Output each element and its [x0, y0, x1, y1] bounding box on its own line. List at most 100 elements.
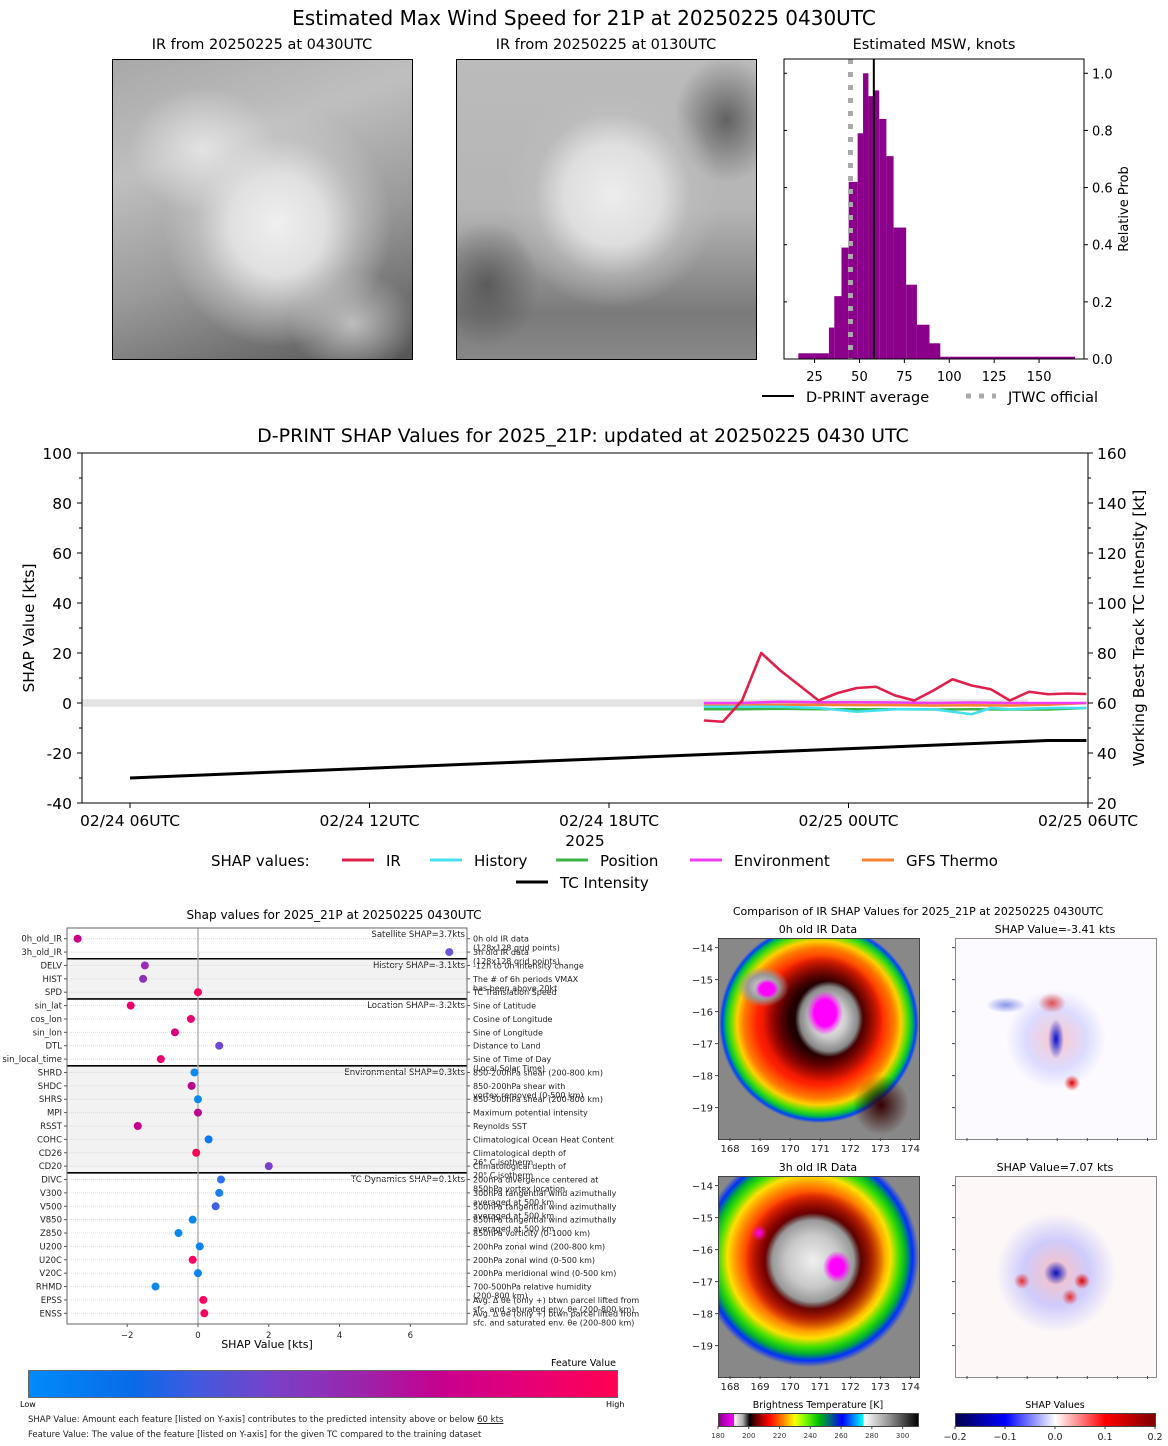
feature-description: The # of 6h periods VMAX: [472, 975, 579, 984]
legend-label-ir: IR: [386, 852, 401, 870]
feature-name: sin_local_time: [2, 1055, 62, 1065]
lon-tick-label: 174: [901, 1144, 920, 1155]
series-line-history: [703, 705, 1087, 716]
histogram-xtick-label: 125: [982, 370, 1007, 385]
feature-description: Sine of Longitude: [473, 1028, 543, 1037]
lat-tick-label: −17: [692, 1040, 713, 1051]
feature-value-colorbar: [28, 1370, 618, 1398]
feature-shap-dot: [215, 1041, 224, 1050]
timeseries-xlabel: 2025: [565, 832, 604, 850]
timeseries-ytick-label: 100: [42, 445, 72, 463]
feature-name: sin_lat: [35, 1002, 63, 1012]
feature-shap-dot: [445, 948, 454, 957]
feature-description: TC Translation Speed: [472, 988, 557, 997]
feature-shap-dot: [133, 1122, 142, 1130]
feature-description: averaged at 500 km: [473, 1198, 554, 1207]
histogram-xtick-label: 75: [896, 370, 913, 385]
lon-tick-label: 169: [751, 1144, 770, 1155]
histogram-bar: [848, 181, 858, 359]
series-line-tc-intensity: [129, 739, 1087, 780]
histogram-bar: [886, 156, 894, 359]
histogram-bar: [916, 324, 930, 359]
group-background: [67, 928, 467, 959]
msw-histogram: 25 50 75 100 125 150 0.0 0.2 0.4 0.6 0.8 1.0 Relativ…: [762, 58, 1132, 406]
timeseries-right-ylabel: Working Best Track TC Intensity [kt]: [1130, 490, 1148, 767]
feature-name: V20C: [39, 1269, 62, 1279]
bt-colorbar-tick-label: 180: [711, 1432, 724, 1440]
feature-name: DTL: [46, 1042, 63, 1052]
shap-colorbar-tick-label: −0.2: [943, 1432, 966, 1443]
histogram-xtick-label: 150: [1027, 370, 1052, 385]
feature-description: (Local Solar Time): [473, 1064, 545, 1073]
feature-description: 200hPa zonal wind (200-800 km): [473, 1242, 605, 1251]
feature-description: (128x128 grid points): [473, 957, 560, 966]
dots-xtick-label: −2: [121, 1331, 134, 1341]
feature-name: U200: [40, 1242, 62, 1252]
feature-name: 0h_old_IR: [21, 935, 62, 945]
dots-frame: [66, 927, 468, 1325]
timeseries-ylabel: SHAP Value [kts]: [20, 563, 38, 692]
lat-tick-label: −14: [692, 944, 713, 955]
feature-description: vortex removed (0-500 km): [473, 1091, 584, 1100]
lat-tick-label: −14: [692, 1182, 713, 1193]
histogram-bar: [893, 227, 907, 359]
feature-description: 26° C isotherm: [473, 1158, 533, 1167]
lon-tick-label: 170: [781, 1144, 800, 1155]
feature-description: Maximum potential intensity: [473, 1109, 588, 1118]
feature-description: 850-200hPa shear (200-800 km): [473, 1068, 603, 1077]
shap-colorbar-tick-label: 0.2: [1147, 1432, 1162, 1443]
histogram-ytick-label: 0.0: [1092, 353, 1113, 368]
comparison-title: Comparison of IR SHAP Values for 2025_21…: [732, 905, 1104, 918]
lon-tick-label: 168: [720, 1144, 739, 1155]
lat-tick-label: −15: [692, 1214, 713, 1225]
shap-3h-image: [955, 1176, 1157, 1378]
feature-description: -12h to 0h Intensity change: [473, 961, 584, 970]
ir-0h-title: 0h old IR Data: [778, 923, 858, 936]
footnote-feature-value: Feature Value: The value of the feature …: [28, 1430, 482, 1440]
legend-title: SHAP values:: [211, 852, 310, 870]
ir-3h-image: [718, 1176, 920, 1378]
histogram-bar: [929, 343, 941, 359]
ir-panel-2-title: IR from 20250225 at 0130UTC: [495, 37, 717, 53]
zero-band: [82, 699, 1028, 707]
footnote-60kts-link[interactable]: 60 kts: [477, 1415, 504, 1425]
feature-shap-dot: [204, 1135, 213, 1144]
lat-tick-label: −15: [692, 976, 713, 987]
bt-colorbar-tick-label: 280: [865, 1432, 878, 1440]
histogram-bar: [857, 133, 864, 359]
group-label: Satellite SHAP=3.7kts: [371, 930, 465, 940]
histogram-bar: [906, 284, 917, 359]
feature-description: 500hPa tangential wind azimuthally: [473, 1202, 617, 1211]
shap-values-colorbar: [955, 1413, 1156, 1427]
feature-description: 200hPa divergence centered at: [473, 1176, 598, 1185]
feature-description: 200hPa zonal wind (0-500 km): [473, 1256, 595, 1265]
bt-colorbar-tick-label: 220: [773, 1432, 786, 1440]
feature-name: RHMD: [36, 1283, 63, 1293]
feature-description: 850hPa vorticity (0-1000 km): [473, 1229, 590, 1238]
timeseries-xtick-label: 02/25 00UTC: [798, 812, 898, 830]
feature-description: Cosine of Longitude: [473, 1015, 553, 1024]
feature-name: DELV: [40, 961, 62, 971]
timeseries-right-ytick-label: 160: [1097, 445, 1127, 463]
feature-name: V850: [40, 1216, 62, 1226]
feature-description: sfc. and saturated env. θe (200-800 km): [473, 1305, 634, 1314]
feature-colorbar-high-label: High: [606, 1400, 625, 1409]
feature-name: RSST: [40, 1122, 63, 1132]
feature-description: 300hPa tangential wind azimuthally: [473, 1189, 617, 1198]
histogram-ytick-label: 0.6: [1092, 182, 1113, 197]
lon-tick-label: 174: [901, 1382, 920, 1393]
lon-tick-label: 173: [871, 1382, 890, 1393]
feature-name: SHDC: [38, 1082, 62, 1092]
ir-image-0430utc: [112, 59, 413, 360]
histogram-bar: [868, 96, 874, 360]
lat-tick-label: −18: [692, 1310, 713, 1321]
feature-shap-dot: [193, 1108, 202, 1117]
group-background: [67, 1065, 467, 1173]
feature-description: 20° C isotherm: [473, 1171, 533, 1180]
lon-tick-label: 172: [841, 1382, 860, 1393]
dots-xtick-label: 2: [266, 1331, 271, 1341]
shap-0h-title: SHAP Value=-3.41 kts: [994, 923, 1116, 936]
lat-tick-label: −18: [692, 1072, 713, 1083]
timeseries-ytick-label: 20: [52, 645, 72, 663]
histogram-bar: [879, 119, 887, 359]
